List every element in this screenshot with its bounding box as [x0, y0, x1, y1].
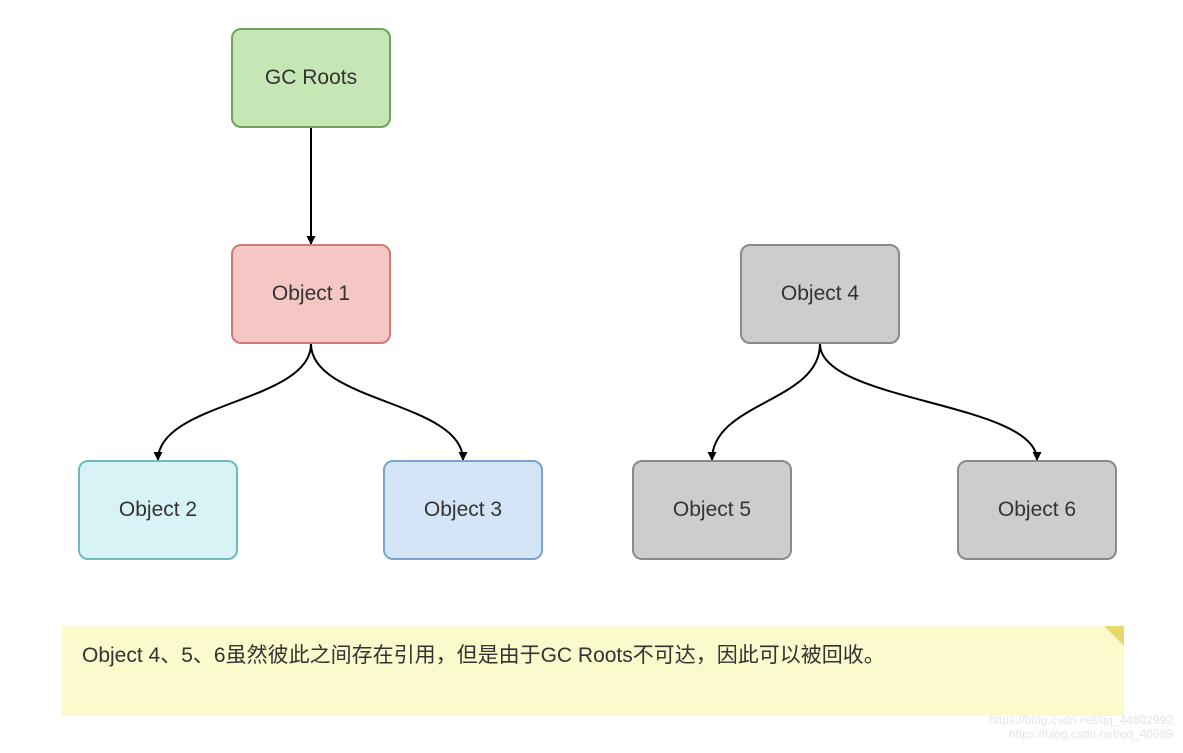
- edge-obj1-obj3: [311, 344, 463, 460]
- edge-obj1-obj2: [158, 344, 311, 460]
- node-obj1: Object 1: [231, 244, 391, 344]
- node-obj5: Object 5: [632, 460, 792, 560]
- edge-obj4-obj5: [712, 344, 820, 460]
- annotation-note: Object 4、5、6虽然彼此之间存在引用，但是由于GC Roots不可达，因…: [62, 626, 1124, 716]
- node-obj6: Object 6: [957, 460, 1117, 560]
- node-obj3: Object 3: [383, 460, 543, 560]
- node-obj2: Object 2: [78, 460, 238, 560]
- edge-obj4-obj6: [820, 344, 1037, 460]
- node-obj4: Object 4: [740, 244, 900, 344]
- watermark-line-1: https://blog.csdn.net/qq_44802992: [989, 713, 1173, 727]
- annotation-text: Object 4、5、6虽然彼此之间存在引用，但是由于GC Roots不可达，因…: [82, 644, 885, 667]
- node-gcroots: GC Roots: [231, 28, 391, 128]
- watermark-line-2: https://blog.csdn.net/qq_40689: [1009, 727, 1173, 741]
